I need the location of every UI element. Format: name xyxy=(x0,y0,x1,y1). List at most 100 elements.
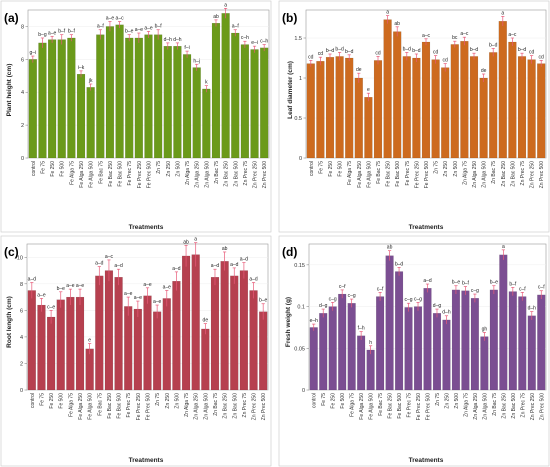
panel-b-ytick-label: 0 xyxy=(299,156,302,162)
panel-a-bar xyxy=(231,32,240,159)
panel-d-category-label: Fe Alga 500 xyxy=(369,393,375,420)
panel-a-category-label: Zn Alga 250 xyxy=(195,161,201,188)
panel-a-category-label: Fe Prec 500 xyxy=(147,161,153,188)
panel-c-significance-label: a–e xyxy=(134,295,143,301)
panel-c-bar xyxy=(153,311,162,391)
panel-d-category-label: Fe Bac 500 xyxy=(397,393,403,419)
panel-b-bar xyxy=(345,57,354,159)
panel-c-category-label: Fe Prec 75 xyxy=(126,393,132,418)
panel-b-significance-label: cd xyxy=(308,54,314,60)
panel-c-bar xyxy=(172,281,181,391)
panel-d-bar xyxy=(319,313,328,391)
panel-a-significance-label: a–f xyxy=(97,24,105,30)
panel-c-category-label: Fe Bac 75 xyxy=(97,393,103,416)
panel-d-category-label: Fe Prec 75 xyxy=(407,393,413,418)
panel-d-category-label: Fe 75 xyxy=(321,393,327,406)
panel-c-significance-label: a xyxy=(194,237,197,243)
panel-c-category-label: Zn Bac 500 xyxy=(232,393,238,419)
panel-a-category-label: Fe Prec 250 xyxy=(137,161,143,188)
panel-b-bar xyxy=(527,59,536,159)
panel-a-category-label: Zn Prec 250 xyxy=(253,161,259,188)
panel-c-significance-label: a–d xyxy=(28,276,37,282)
panel-b-significance-label: a–c xyxy=(422,33,431,39)
panel-d-bar xyxy=(366,349,375,391)
panel-b-significance-label: cd xyxy=(539,54,545,60)
panel-b-ytick-label: 1 xyxy=(299,76,302,82)
panel-a-ytick-label: 4 xyxy=(21,90,24,96)
panel-c-category-label: Zn 250 xyxy=(165,393,171,409)
panel-b-bar xyxy=(431,59,440,159)
panel-b-significance-label: cd xyxy=(443,58,449,64)
panel-b-significance-label: b–d xyxy=(326,48,335,54)
panel-a-bar xyxy=(250,49,259,159)
panel-a-significance-label: ab xyxy=(213,14,219,20)
panel-a-bar xyxy=(86,87,95,159)
panel-c-category-label: Fe Bac 500 xyxy=(117,393,123,419)
panel-c-bar xyxy=(191,254,200,391)
panel-a-ytick-label: 6 xyxy=(21,57,24,63)
panel-b-category-label: Zn Alga 75 xyxy=(462,161,468,185)
panel-a-significance-label: e–i xyxy=(251,40,258,46)
panel-c-significance-label: de xyxy=(203,318,209,324)
panel-b-significance-label: ab xyxy=(394,21,400,27)
panel-a-bar xyxy=(192,67,201,159)
panel-b-significance-label: de xyxy=(356,67,362,73)
panel-c-category-label: Fe Prec 250 xyxy=(136,393,142,420)
panel-a-ytick-label: 2 xyxy=(21,123,24,129)
panel-d-significance-label: c–g xyxy=(348,293,356,299)
panel-c-category-label: Zn Alga 250 xyxy=(194,393,200,420)
panel-c-category-label: Zn 75 xyxy=(155,393,161,406)
panel-a-significance-label: b–f xyxy=(68,29,76,35)
panel-d-significance-label: b–e xyxy=(452,280,461,286)
panel-b-significance-label: b–d xyxy=(345,49,354,55)
panel-c-bar xyxy=(181,255,191,391)
panel-d-category-label: Zn Alga 250 xyxy=(473,393,479,420)
panel-b-category-label: Fe 250 xyxy=(328,161,334,177)
panel-c-category-label: control xyxy=(30,393,36,408)
panel-a-category-label: Fe Bac 250 xyxy=(108,161,114,187)
panel-c-significance-label: a–e xyxy=(76,283,85,289)
panel-a-category-label: Zn 75 xyxy=(156,161,162,174)
chart-panels: 0 2 4 6 8 g–i control b–g Fe 75 a–e Fe 250 b–f Fe 50… xyxy=(17,2,547,420)
panel-b-bar xyxy=(508,41,517,159)
panel-b-bar xyxy=(441,67,450,159)
panel-d-xlabel: Treatments xyxy=(409,457,444,464)
panel-a-category-label: Fe 250 xyxy=(50,161,56,177)
panel-d-bar xyxy=(537,294,546,391)
panel-b-xlabel: Treatments xyxy=(409,224,444,231)
panel-d-significance-label: gh xyxy=(482,326,488,332)
panel-b-bar xyxy=(479,77,488,159)
panel-d-significance-label: b–e xyxy=(490,280,499,286)
panel-a-category-label: Fe Alga 250 xyxy=(79,161,85,188)
panel-d-significance-label: c–f xyxy=(538,285,545,291)
panel-d-ytick-label: 0 xyxy=(302,388,305,394)
panel-d-bar xyxy=(309,327,318,391)
panel-d-category-label: Zn Prec 500 xyxy=(539,393,545,420)
panel-a-significance-label: d–h xyxy=(164,37,173,43)
panel-d-bar xyxy=(338,293,347,391)
panel-b-plot: 0 0.5 1 1.5 cd control cd Fe 75 b–d Fe 250 b–d Fe 5… xyxy=(294,10,547,188)
panel-a-significance-label: b–f xyxy=(58,29,66,35)
panel-c-significance-label: a–e xyxy=(153,299,162,305)
panel-c-bar xyxy=(85,348,94,391)
panel-a-significance-label: f–i xyxy=(184,45,189,51)
panel-c-significance-label: a–d xyxy=(249,276,258,282)
panel-a-significance-label: jk xyxy=(88,78,93,84)
panel-c-bar xyxy=(66,296,75,391)
panel-b-category-label: Fe Alga 250 xyxy=(357,161,363,188)
panel-b-significance-label: cd xyxy=(318,51,324,57)
panel-d-significance-label: c–f xyxy=(339,284,346,290)
panel-b-significance-label: de xyxy=(481,68,487,74)
panel-b-letter: (b) xyxy=(282,11,297,25)
panel-a-bar xyxy=(115,24,124,159)
panel-c-bar xyxy=(95,275,104,391)
panel-b-significance-label: b–d xyxy=(518,47,527,53)
panel-b-ylabel: Leaf diameter (cm) xyxy=(287,61,294,119)
panel-d-bar xyxy=(404,307,413,391)
panel-d-bar xyxy=(470,298,479,391)
panel-a-bar xyxy=(240,44,250,159)
panel-a-bar xyxy=(38,42,47,159)
panel-a-significance-label: a–f xyxy=(232,24,240,30)
panel-a-bar xyxy=(57,39,66,159)
